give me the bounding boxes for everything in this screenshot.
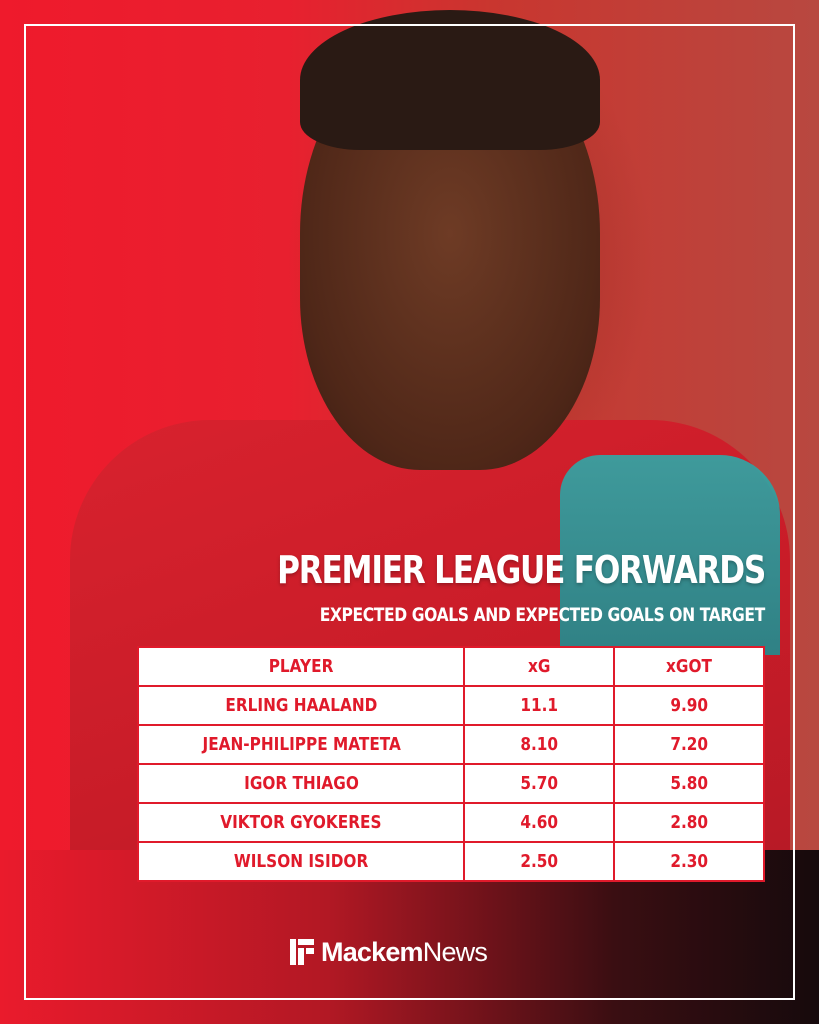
player-name-cell: WILSON ISIDOR <box>136 841 466 882</box>
table-row: VIKTOR GYOKERES 4.60 2.80 <box>136 802 766 843</box>
graphic-title: PREMIER LEAGUE FORWARDS <box>277 548 766 592</box>
xgot-cell: 2.80 <box>612 802 766 843</box>
xgot-cell: 7.20 <box>612 724 766 765</box>
player-name-cell: VIKTOR GYOKERES <box>136 802 466 843</box>
brand-logo-lockup: Mackem News <box>289 935 488 969</box>
table-row: IGOR THIAGO 5.70 5.80 <box>136 763 766 804</box>
header-xg: xG <box>463 646 615 687</box>
training-bib <box>560 455 780 655</box>
xg-cell: 2.50 <box>463 841 615 882</box>
xg-cell: 4.60 <box>463 802 615 843</box>
xgot-cell: 5.80 <box>612 763 766 804</box>
xg-cell: 11.1 <box>463 685 615 726</box>
xg-cell: 8.10 <box>463 724 615 765</box>
header-xgot: xGOT <box>612 646 766 687</box>
brand-name-light: News <box>422 936 488 967</box>
header-player: PLAYER <box>136 646 466 687</box>
xgot-cell: 2.30 <box>612 841 766 882</box>
player-photo <box>70 10 790 850</box>
table-row: JEAN-PHILIPPE MATETA 8.10 7.20 <box>136 724 766 765</box>
table-row: WILSON ISIDOR 2.50 2.30 <box>136 841 766 882</box>
player-name-cell: ERLING HAALAND <box>136 685 466 726</box>
mackem-news-logo-icon <box>290 939 314 965</box>
graphic-subtitle: EXPECTED GOALS AND EXPECTED GOALS ON TAR… <box>319 604 766 626</box>
table-header-row: PLAYER xG xGOT <box>136 646 766 687</box>
white-frame-border <box>24 24 795 1000</box>
brand-name-bold: Mackem <box>321 936 424 967</box>
player-hair <box>300 10 600 150</box>
xgot-cell: 9.90 <box>612 685 766 726</box>
player-name-cell: JEAN-PHILIPPE MATETA <box>136 724 466 765</box>
table-row: ERLING HAALAND 11.1 9.90 <box>136 685 766 726</box>
xg-cell: 5.70 <box>463 763 615 804</box>
player-name-cell: IGOR THIAGO <box>136 763 466 804</box>
stats-table: PLAYER xG xGOT ERLING HAALAND 11.1 9.90 … <box>136 646 766 882</box>
